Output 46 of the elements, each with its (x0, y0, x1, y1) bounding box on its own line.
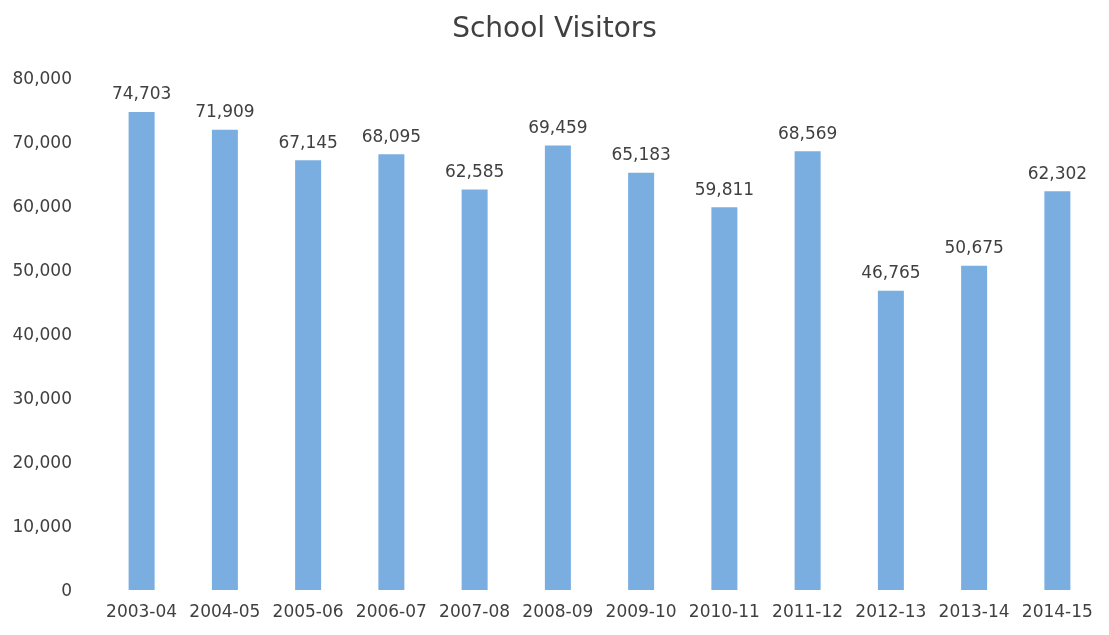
bar (794, 151, 821, 590)
data-label: 67,145 (278, 131, 338, 152)
data-label: 68,569 (777, 122, 838, 143)
bar (961, 265, 988, 590)
x-tick-label: 2010-11 (688, 600, 760, 621)
y-tick-label: 10,000 (12, 516, 72, 536)
bar (877, 290, 904, 590)
data-label: 62,302 (1027, 162, 1088, 183)
bar (378, 154, 405, 590)
x-tick-label: 2007-08 (439, 600, 511, 621)
chart-title: School Visitors (452, 10, 657, 44)
x-tick-label: 2004-05 (189, 600, 261, 621)
data-label: 69,459 (528, 116, 588, 137)
data-label: 59,811 (694, 178, 755, 199)
bar (461, 189, 488, 590)
bar (711, 207, 738, 590)
x-tick-label: 2006-07 (355, 600, 427, 621)
data-label: 46,765 (861, 262, 921, 283)
x-tick-label: 2011-12 (772, 600, 844, 621)
data-label: 68,095 (361, 125, 422, 146)
data-label: 50,675 (944, 237, 1004, 258)
x-tick-label: 2005-06 (272, 600, 344, 621)
y-tick-label: 50,000 (12, 260, 72, 280)
y-tick-label: 60,000 (12, 196, 72, 216)
x-tick-label: 2008-09 (522, 600, 594, 621)
y-tick-label: 20,000 (12, 452, 72, 472)
x-tick-label: 2003-04 (106, 600, 178, 621)
bar (1044, 191, 1071, 590)
x-tick-label: 2009-10 (605, 600, 677, 621)
bar (211, 129, 238, 590)
y-tick-label: 80,000 (12, 68, 72, 88)
data-label: 74,703 (111, 83, 172, 104)
x-tick-label: 2013-14 (938, 600, 1010, 621)
y-tick-label: 70,000 (12, 132, 72, 152)
y-tick-label: 40,000 (12, 324, 72, 344)
x-tick-label: 2014-15 (1021, 600, 1093, 621)
bar (128, 111, 155, 590)
bar (295, 160, 322, 590)
y-tick-label: 0 (61, 580, 72, 600)
data-label: 62,585 (444, 160, 505, 181)
data-label: 65,183 (611, 144, 671, 165)
bar (544, 145, 571, 590)
x-tick-label: 2012-13 (855, 600, 927, 621)
bar (628, 172, 655, 590)
y-tick-label: 30,000 (12, 388, 72, 408)
data-label: 71,909 (195, 101, 255, 122)
